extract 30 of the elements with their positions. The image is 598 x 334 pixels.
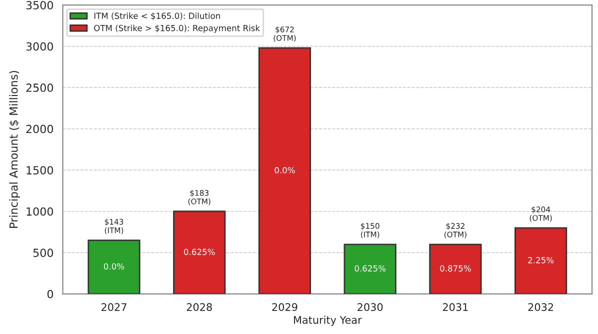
x-tick-label: 2028 (186, 303, 212, 312)
y-tick-label: 1500 (26, 166, 54, 174)
x-tick-label: 2032 (528, 303, 554, 312)
x-tick-label: 2027 (102, 303, 126, 312)
y-tick-label: 3000 (26, 42, 54, 51)
y-tick-label: 500 (33, 248, 54, 258)
y-tick-label: 2000 (26, 124, 54, 134)
bar (258, 47, 312, 294)
annotation: 0.0% (274, 167, 295, 174)
annotation: 0.0% (104, 263, 124, 270)
legend-label: OTM (Strike > $165.0): Repayment Risk (94, 24, 260, 33)
y-tick-label: 1000 (26, 207, 54, 216)
bar (88, 240, 140, 294)
x-tick-label: 2030 (358, 303, 383, 312)
y-tick-label: 2500 (26, 84, 54, 92)
x-axis-title: Maturity Year (294, 316, 362, 326)
legend-label: ITM (Strike < $165.0): Dilution (94, 12, 220, 20)
y-tick-label: 3500 (26, 0, 54, 10)
bar (514, 227, 568, 294)
annotation: 0.875% (440, 265, 471, 272)
annotation: 0.625% (184, 248, 215, 256)
bar (429, 244, 482, 294)
x-tick-label: 2029 (272, 303, 298, 312)
x-tick-label: 2031 (442, 303, 468, 312)
y-axis-title: Principal Amount ($ Millions) (9, 70, 20, 228)
y-tick-label: 0 (47, 290, 54, 298)
annotation: 2.25% (528, 257, 554, 264)
bar (173, 210, 226, 294)
bar (344, 244, 396, 294)
annotation: 0.625% (354, 265, 386, 272)
